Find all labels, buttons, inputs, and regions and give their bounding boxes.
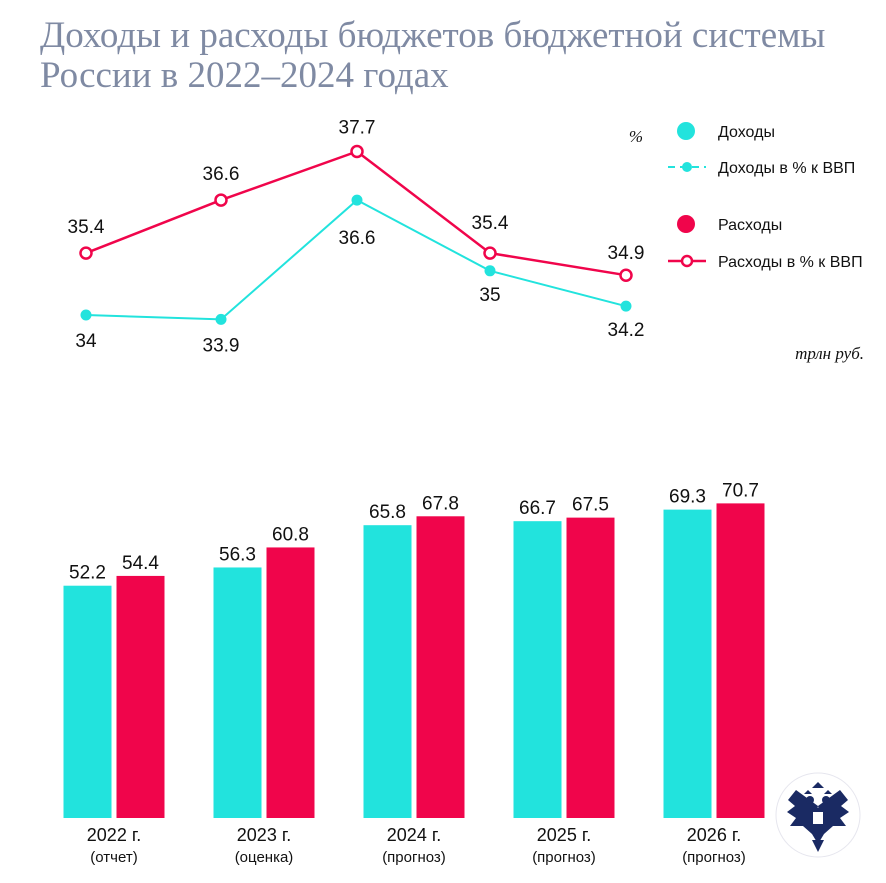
category-year-label: 2024 г. [387, 825, 441, 845]
line-point-income-2 [215, 313, 227, 325]
bar-expense-5 [716, 503, 765, 818]
bar-income-3 [363, 525, 412, 818]
line-point-expense-5 [619, 268, 633, 282]
double-headed-eagle-emblem-icon [775, 772, 861, 858]
line-point-expense-4 [483, 246, 497, 260]
bar-label-income-5: 69.3 [669, 487, 706, 508]
bar-label-income-4: 66.7 [519, 498, 556, 519]
line-label-income-5: 34.2 [608, 320, 645, 341]
legend-swatch-expense-marker [680, 254, 694, 268]
line-point-income-1 [80, 309, 92, 321]
bar-expense-3 [416, 516, 465, 818]
bar-income-1 [63, 585, 112, 818]
bar-label-expense-5: 70.7 [722, 480, 759, 501]
line-point-income-5 [620, 300, 632, 312]
bar-expense-4 [566, 517, 615, 818]
line-label-expense-3: 37.7 [339, 117, 376, 138]
line-label-income-1: 34 [75, 331, 97, 352]
bar-income-5 [663, 509, 712, 818]
chart-title-line-1: Доходы и расходы бюджетов бюджетной сист… [40, 15, 826, 56]
category-year-label: 2023 г. [237, 825, 291, 845]
line-point-expense-2 [214, 193, 228, 207]
line-series-expense [85, 150, 627, 277]
bar-income-4 [513, 521, 562, 818]
category-note-label: (прогноз) [382, 849, 446, 866]
legend-swatch-income [677, 122, 695, 140]
legend-swatch-expense [677, 215, 695, 233]
line-point-income-4 [484, 265, 496, 277]
line-point-expense-1 [79, 246, 93, 260]
category-note-label: (отчет) [90, 849, 137, 866]
line-label-expense-4: 35.4 [472, 213, 509, 234]
line-label-income-4: 35 [479, 285, 500, 306]
category-year-label: 2026 г. [687, 825, 741, 845]
bar-expense-1 [116, 575, 165, 818]
category-note-label: (прогноз) [532, 849, 596, 866]
bar-label-income-2: 56.3 [219, 544, 256, 565]
chart-title: Доходы и расходы бюджетов бюджетной сист… [40, 16, 870, 96]
line-label-expense-2: 36.6 [203, 164, 240, 185]
line-series-income [85, 198, 627, 321]
bar-label-income-3: 65.8 [369, 502, 406, 523]
category-note-label: (оценка) [235, 849, 294, 866]
bar-label-expense-2: 60.8 [272, 524, 309, 545]
legend-label: Расходы в % к ВВП [718, 254, 863, 271]
line-label-expense-5: 34.9 [608, 243, 645, 264]
category-note-label: (прогноз) [682, 849, 746, 866]
legend-label: Расходы [718, 217, 782, 234]
chart-title-line-2: России в 2022–2024 годах [40, 55, 449, 96]
category-year-label: 2022 г. [87, 825, 141, 845]
bar-label-income-1: 52.2 [69, 563, 106, 584]
line-label-income-3: 36.6 [339, 228, 376, 249]
category-year-label: 2025 г. [537, 825, 591, 845]
bar-expense-2 [266, 547, 315, 818]
bar-label-expense-4: 67.5 [572, 495, 609, 516]
bar-label-expense-3: 67.8 [422, 493, 459, 514]
bar-income-2 [213, 567, 262, 818]
legend-label: Доходы в % к ВВП [718, 160, 855, 177]
line-label-expense-1: 35.4 [68, 217, 105, 238]
line-point-income-3 [351, 194, 363, 206]
line-point-expense-3 [350, 144, 364, 159]
line-label-income-2: 33.9 [203, 335, 240, 356]
bar-label-expense-1: 54.4 [122, 553, 159, 574]
bar-unit-label: трлн руб. [795, 344, 864, 363]
legend-label: Доходы [718, 124, 775, 141]
line-unit-label: % [629, 127, 643, 146]
legend-swatch-income-marker [682, 162, 692, 172]
